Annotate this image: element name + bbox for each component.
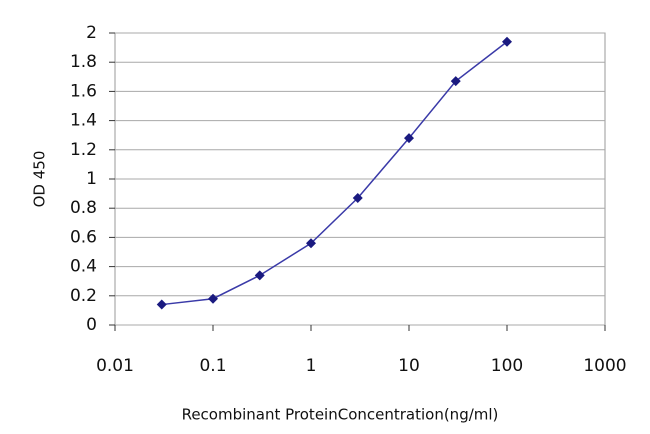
data-point [502,36,512,47]
y-tick-label: 1.4 [70,111,97,131]
y-axis-label: OD 450 [31,151,49,208]
y-tick-label: 0.2 [70,286,97,306]
y-tick-label: 1.2 [70,140,97,160]
y-tick-label: 2 [86,23,97,43]
series-line [161,41,508,306]
y-tick-label: 0.6 [70,227,97,247]
y-tick-label: 1.8 [70,52,97,72]
x-tick-label: 1 [306,356,317,376]
x-tick-label: 1000 [583,356,626,376]
x-tick-label: 0.1 [199,356,226,376]
x-tick-label: 100 [491,356,523,376]
data-point [208,293,218,304]
data-point [306,238,316,249]
y-tick-label: 1 [86,169,97,189]
x-tick-label: 10 [398,356,420,376]
y-tick-label: 1.6 [70,81,97,101]
y-tick-label: 0.8 [70,198,97,218]
data-point [404,133,414,144]
data-point [156,299,167,310]
y-tick-label: 0 [86,315,97,335]
y-tick-label: 0.4 [70,257,97,277]
data-point [450,76,461,87]
x-tick-label: 0.01 [96,356,134,376]
data-point [254,270,265,281]
x-axis-label: Recombinant ProteinConcentration(ng/ml) [182,406,499,424]
data-point [352,192,363,203]
